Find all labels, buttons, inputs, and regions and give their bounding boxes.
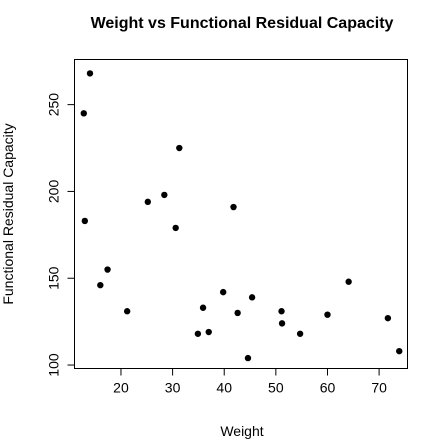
x-axis-label: Weight bbox=[220, 423, 263, 439]
data-point bbox=[97, 281, 104, 289]
y-tick-label: 200 bbox=[46, 180, 62, 204]
data-point bbox=[396, 347, 403, 355]
x-tick-label: 60 bbox=[320, 380, 336, 396]
data-point bbox=[324, 311, 331, 318]
data-point bbox=[219, 288, 227, 296]
data-point bbox=[194, 330, 202, 337]
data-point bbox=[248, 294, 256, 301]
plot-frame bbox=[74, 59, 408, 369]
data-point bbox=[144, 198, 152, 206]
data-point bbox=[161, 191, 168, 199]
data-point bbox=[345, 278, 352, 285]
chart-title: Weight vs Functional Residual Capacity bbox=[91, 15, 394, 32]
data-point bbox=[384, 314, 392, 322]
data-point bbox=[296, 330, 304, 337]
data-point bbox=[176, 144, 183, 152]
x-axis: 20 30 40 50 60 70 bbox=[113, 368, 387, 396]
data-point bbox=[81, 217, 89, 225]
x-tick-label: 30 bbox=[165, 380, 181, 396]
data-point bbox=[278, 308, 285, 315]
data-point bbox=[104, 266, 111, 273]
x-tick-label: 70 bbox=[371, 380, 387, 396]
y-tick-label: 150 bbox=[46, 266, 62, 290]
data-point bbox=[230, 203, 237, 211]
data-point bbox=[86, 70, 94, 77]
data-point bbox=[172, 224, 179, 232]
data-point bbox=[123, 308, 131, 315]
data-points bbox=[80, 70, 403, 362]
data-point bbox=[234, 309, 241, 317]
y-axis-label: Functional Residual Capacity bbox=[0, 123, 16, 304]
data-point bbox=[278, 320, 286, 327]
data-point bbox=[244, 354, 252, 362]
y-tick-label: 250 bbox=[46, 93, 62, 117]
x-tick-label: 50 bbox=[268, 380, 284, 396]
data-point bbox=[80, 110, 87, 117]
data-point bbox=[199, 304, 207, 311]
x-tick-label: 20 bbox=[113, 380, 129, 396]
data-point bbox=[205, 328, 212, 336]
x-tick-label: 40 bbox=[216, 380, 232, 396]
y-tick-label: 100 bbox=[46, 353, 62, 377]
y-axis: 100 150 200 250 bbox=[46, 93, 75, 377]
